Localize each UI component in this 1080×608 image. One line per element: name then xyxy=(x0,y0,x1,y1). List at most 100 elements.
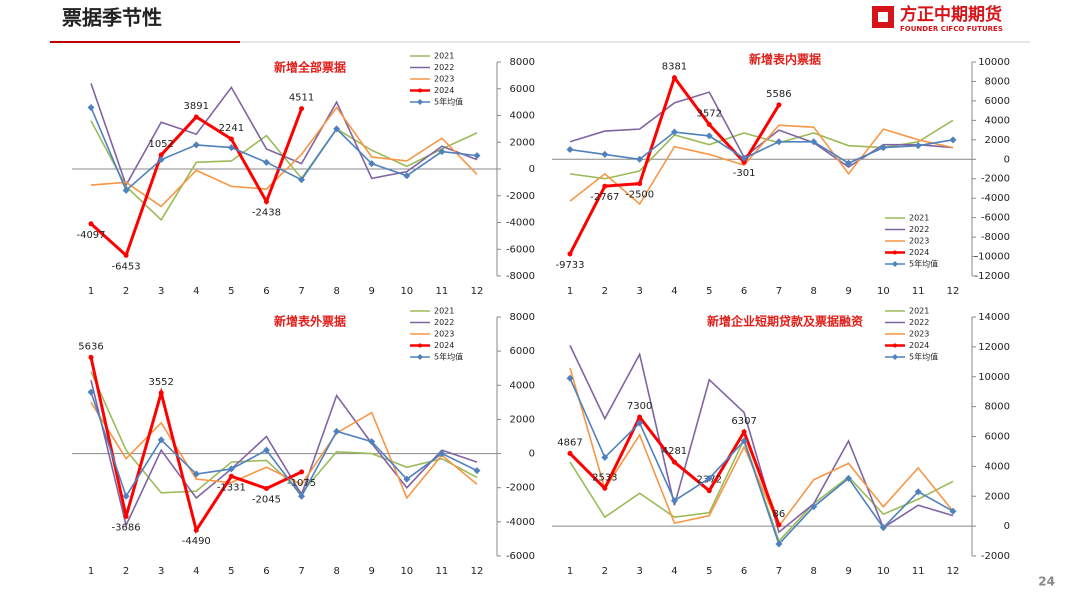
x-tick-label: 9 xyxy=(369,566,375,577)
diamond-marker xyxy=(157,156,165,164)
x-tick-label: 10 xyxy=(877,286,890,297)
data-label: 86 xyxy=(773,509,786,520)
x-tick-label: 5 xyxy=(706,286,712,297)
x-tick-label: 8 xyxy=(811,286,817,297)
diamond-marker xyxy=(473,467,481,475)
diamond-marker xyxy=(775,540,783,548)
diamond-marker xyxy=(298,176,306,184)
x-tick-label: 11 xyxy=(436,286,449,297)
dot-marker xyxy=(123,252,129,258)
data-label: -1331 xyxy=(217,482,246,493)
chart-title: 新增表内票据 xyxy=(749,52,821,67)
y-tick-label: 4000 xyxy=(985,461,1010,472)
dot-marker xyxy=(263,199,269,205)
data-label: -2438 xyxy=(252,208,281,219)
series-line xyxy=(568,74,781,255)
data-label: -3686 xyxy=(112,522,141,533)
legend-label: 2023 xyxy=(434,330,454,339)
x-tick-label: 8 xyxy=(333,286,339,297)
diamond-marker xyxy=(601,453,609,461)
legend-label: 2023 xyxy=(909,330,929,339)
chart-title: 新增企业短期贷款及票据融资 xyxy=(707,314,863,329)
x-tick-label: 5 xyxy=(228,286,234,297)
legend-label: 2021 xyxy=(434,52,454,61)
dot-marker xyxy=(263,485,269,491)
line-chart: 新增表内票据 -12000 -10000 -8000 -6000 -4000 -2000 0 2… xyxy=(552,52,1010,297)
y-tick-label: 2000 xyxy=(985,135,1010,146)
dot-marker xyxy=(776,522,782,528)
diamond-marker xyxy=(122,186,130,194)
dot-marker xyxy=(228,136,234,142)
series-line xyxy=(90,391,478,499)
diamond-marker xyxy=(192,470,200,478)
series-line xyxy=(569,367,954,528)
x-tick-label: 4 xyxy=(671,286,677,297)
x-tick-label: 1 xyxy=(567,286,573,297)
x-tick-label: 2 xyxy=(602,566,608,577)
x-tick-label: 2 xyxy=(123,286,129,297)
dot-marker xyxy=(776,102,782,108)
data-label: -9733 xyxy=(555,260,584,271)
legend-marker xyxy=(418,88,422,93)
diamond-marker xyxy=(740,437,748,445)
x-tick-label: 6 xyxy=(263,566,269,577)
dot-marker xyxy=(123,513,129,519)
diamond-marker xyxy=(368,438,376,446)
y-tick-label: 14000 xyxy=(978,312,1010,323)
x-tick-label: 8 xyxy=(811,566,817,577)
y-tick-label: -2000 xyxy=(506,191,535,202)
legend-label: 5年均值 xyxy=(909,259,938,269)
diamond-marker xyxy=(810,138,818,146)
legend-label: 2024 xyxy=(909,248,929,257)
y-tick-label: 8000 xyxy=(985,402,1010,413)
legend-label: 2024 xyxy=(434,86,454,95)
dot-marker xyxy=(637,181,643,187)
diamond-marker xyxy=(473,152,481,160)
series-line xyxy=(569,91,954,169)
legend-label: 2022 xyxy=(434,318,454,327)
legend-marker xyxy=(892,261,898,267)
x-tick-label: 12 xyxy=(471,566,484,577)
diamond-marker xyxy=(438,450,446,458)
legend-marker xyxy=(418,343,422,348)
legend-label: 2021 xyxy=(909,214,929,223)
x-tick-label: 7 xyxy=(298,286,304,297)
diamond-marker xyxy=(403,172,411,180)
data-label: -1075 xyxy=(287,478,316,489)
y-tick-label: -2000 xyxy=(981,551,1010,562)
diamond-marker xyxy=(438,148,446,156)
data-label: -6453 xyxy=(112,261,141,272)
diamond-marker xyxy=(298,492,306,500)
y-tick-label: 8000 xyxy=(510,57,535,68)
dot-marker xyxy=(299,469,305,475)
data-label: 1052 xyxy=(148,139,173,150)
line-chart: 新增全部票据 -8000 -6000 -4000 -2000 0 2000 4000 6000 8… xyxy=(72,52,535,297)
x-tick-label: 3 xyxy=(158,566,164,577)
diamond-marker xyxy=(740,154,748,162)
diamond-marker xyxy=(157,436,165,444)
x-tick-label: 7 xyxy=(776,286,782,297)
x-tick-label: 5 xyxy=(228,566,234,577)
dot-marker xyxy=(602,183,608,189)
data-label: -2767 xyxy=(590,192,619,203)
legend-label: 2024 xyxy=(909,341,929,350)
slide-title: 票据季节性 xyxy=(62,6,162,30)
data-label: -2045 xyxy=(252,494,281,505)
y-tick-label: 12000 xyxy=(978,342,1010,353)
dot-marker xyxy=(741,159,747,165)
x-tick-label: 12 xyxy=(471,286,484,297)
legend-label: 2024 xyxy=(434,341,454,350)
series-line xyxy=(569,345,954,534)
y-tick-label: 10000 xyxy=(978,57,1010,68)
x-tick-label: 10 xyxy=(400,566,413,577)
diamond-marker xyxy=(333,125,341,133)
legend-label: 2022 xyxy=(909,225,929,234)
x-tick-label: 7 xyxy=(776,566,782,577)
data-label: 4867 xyxy=(557,437,582,448)
y-tick-label: -2000 xyxy=(506,483,535,494)
diamond-marker xyxy=(949,136,957,144)
y-tick-label: 10000 xyxy=(978,372,1010,383)
diamond-marker xyxy=(192,141,200,149)
